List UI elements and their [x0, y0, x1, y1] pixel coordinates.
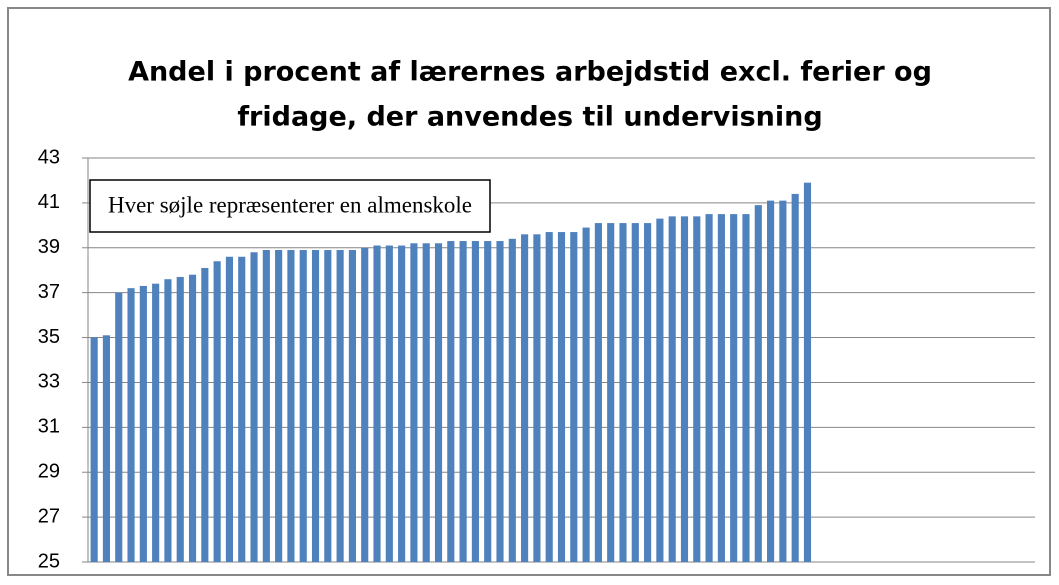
bar: [742, 214, 750, 562]
y-tick-label: 31: [38, 416, 60, 438]
bar: [582, 227, 590, 563]
bar: [176, 276, 184, 562]
bar: [717, 214, 725, 562]
bar: [557, 232, 566, 563]
bar: [570, 232, 578, 563]
bar: [348, 250, 356, 562]
bar: [152, 283, 160, 562]
y-tick-label: 29: [38, 461, 60, 483]
bar: [730, 214, 738, 562]
bar: [656, 218, 664, 562]
bar: [275, 250, 283, 562]
bar: [287, 250, 295, 562]
y-tick-label: 41: [38, 191, 60, 213]
bar: [594, 223, 602, 563]
y-tick-label: 39: [38, 236, 60, 258]
chart-title: Andel i procent af lærernes arbejdstid e…: [128, 57, 932, 88]
bar: [779, 200, 787, 562]
y-tick-label: 33: [38, 371, 60, 393]
y-tick-label: 27: [38, 505, 60, 527]
bar: [139, 285, 147, 562]
bar: [471, 241, 479, 563]
bar: [484, 241, 492, 563]
bar: [188, 274, 197, 562]
bar: [644, 223, 652, 563]
bar: [791, 193, 799, 562]
bar: [619, 223, 627, 563]
bar: [385, 245, 393, 563]
bar: [668, 216, 676, 562]
bar: [311, 250, 320, 562]
bar: [299, 250, 307, 562]
bar: [201, 267, 209, 562]
bar: [447, 241, 455, 563]
y-tick-label: 25: [38, 550, 60, 572]
bar: [213, 261, 221, 562]
bar: [398, 245, 406, 563]
bar: [521, 234, 529, 563]
bar: [533, 234, 541, 563]
annotation: Hver søjle repræsenterer en almenskole: [108, 192, 472, 217]
bar: [434, 243, 443, 563]
bar: [90, 337, 98, 562]
bar: [693, 216, 701, 562]
bar: [545, 232, 553, 563]
y-tick-label: 37: [38, 281, 60, 303]
bar: [422, 243, 430, 563]
annotation-box: [89, 179, 491, 233]
bar: [336, 250, 344, 562]
y-tick-label: 43: [38, 146, 60, 168]
bar: [262, 250, 270, 562]
bar: [631, 223, 639, 563]
bar: [238, 256, 246, 562]
bar: [803, 182, 812, 562]
bar: [250, 252, 258, 562]
bar: [373, 245, 381, 563]
bar: [361, 247, 369, 562]
y-tick-label: 35: [38, 326, 60, 348]
bar: [680, 216, 689, 562]
bar: [225, 256, 234, 562]
bar: [496, 241, 504, 563]
bar: [115, 292, 123, 562]
bar: [607, 223, 615, 563]
bar: [754, 205, 762, 562]
chart-title: fridage, der anvendes til undervisning: [237, 102, 822, 133]
bar: [324, 250, 332, 562]
bar: [410, 243, 418, 563]
bar: [459, 241, 467, 563]
bar: [508, 238, 516, 563]
bar: [127, 288, 135, 562]
bar: [164, 279, 172, 562]
bar: [767, 200, 775, 562]
bar: [102, 335, 111, 562]
chart-frame: [7, 7, 1051, 576]
bar: [705, 214, 713, 562]
